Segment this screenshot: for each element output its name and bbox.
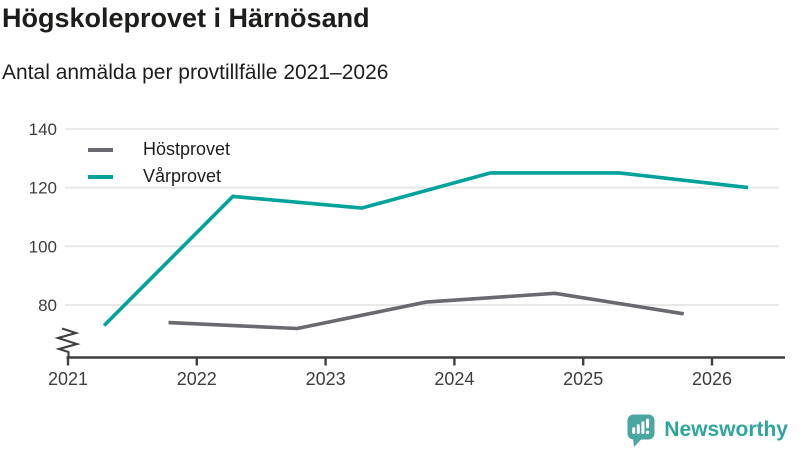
y-axis-break-icon xyxy=(54,327,81,357)
y-tick-label-120: 120 xyxy=(29,179,57,198)
x-tick-label-2024: 2024 xyxy=(434,369,474,389)
legend-item-1: Vårprovet xyxy=(88,163,230,190)
x-tick-marks xyxy=(66,357,714,366)
y-tick-label-100: 100 xyxy=(29,237,57,256)
series-line-0-höstprovet xyxy=(168,291,684,331)
data-series-lines xyxy=(102,171,749,331)
x-tick-label-2023: 2023 xyxy=(306,369,346,389)
x-tick-label-2021: 2021 xyxy=(48,369,88,389)
x-tick-label-2025: 2025 xyxy=(563,369,603,389)
series-line-1-vårprovet xyxy=(102,171,749,327)
x-tick-label-2022: 2022 xyxy=(177,369,217,389)
legend-label-0: Höstprovet xyxy=(143,139,231,159)
newsworthy-logo-text: Newsworthy xyxy=(664,418,788,441)
y-tick-label-140: 140 xyxy=(29,120,57,139)
chart-legend: Höstprovet Vårprovet xyxy=(88,136,230,190)
newsworthy-logo-icon xyxy=(627,414,655,447)
y-tick-labels: 80 100 120 140 xyxy=(29,120,57,315)
x-tick-labels: 2021 2022 2023 2024 2025 2026 xyxy=(48,369,732,389)
legend-swatch-0 xyxy=(88,147,113,152)
newsworthy-branding: Newsworthy xyxy=(627,413,788,447)
legend-item-0: Höstprovet xyxy=(88,136,230,163)
legend-swatch-1 xyxy=(88,174,113,179)
x-tick-label-2026: 2026 xyxy=(692,369,732,389)
y-tick-label-80: 80 xyxy=(38,296,57,315)
chart-subtitle: Antal anmälda per provtillfälle 2021–202… xyxy=(2,61,389,84)
legend-label-1: Vårprovet xyxy=(143,166,222,186)
chart-title: Högskoleprovet i Härnösand xyxy=(2,3,370,33)
